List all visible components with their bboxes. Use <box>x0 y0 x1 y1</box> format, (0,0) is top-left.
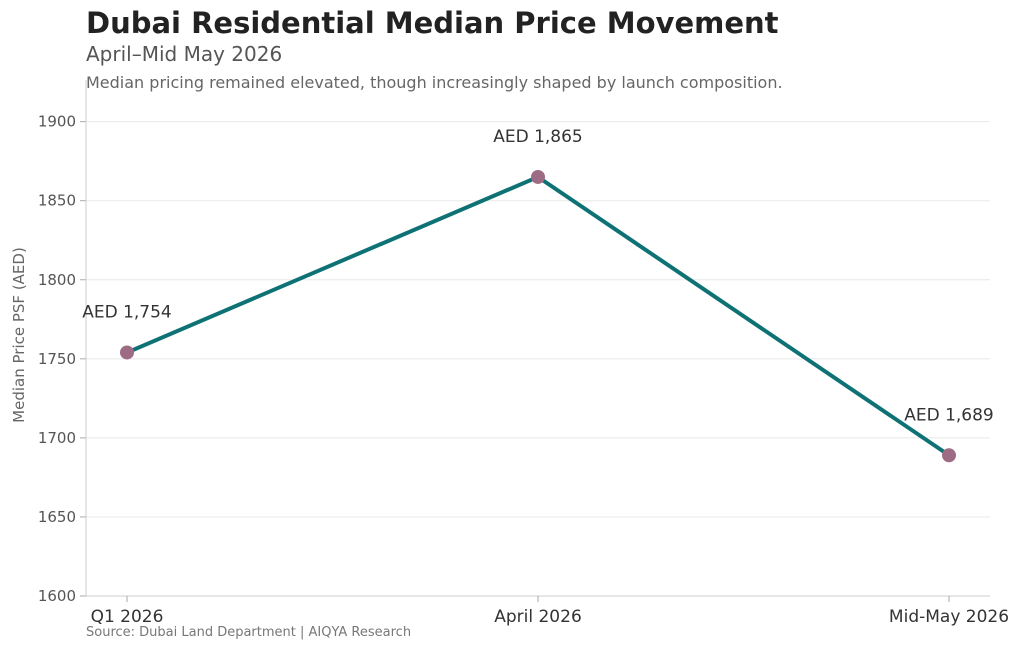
y-tick-label: 1800 <box>38 271 76 289</box>
y-tick-label: 1700 <box>38 429 76 447</box>
x-tick-label: April 2026 <box>494 607 582 627</box>
x-tick-label: Q1 2026 <box>91 607 164 627</box>
source-note: Source: Dubai Land Department | AIQYA Re… <box>86 625 412 640</box>
y-tick-label: 1850 <box>38 192 76 210</box>
y-tick-labels: 1600 1650 1700 1750 1800 1850 1900 <box>38 113 76 605</box>
y-tick-label: 1900 <box>38 113 76 131</box>
data-point <box>120 345 134 360</box>
y-tick-label: 1750 <box>38 350 76 368</box>
series-line <box>125 174 951 458</box>
y-axis-label: Median Price PSF (AED) <box>10 247 28 423</box>
chart-caption: Median pricing remained elevated, though… <box>86 73 783 92</box>
y-tick-label: 1650 <box>38 508 76 526</box>
y-tick-label: 1600 <box>38 587 76 605</box>
series-layer <box>120 169 956 463</box>
data-point <box>942 448 956 463</box>
chart-subtitle: April–Mid May 2026 <box>86 42 283 66</box>
data-label: AED 1,689 <box>904 405 994 425</box>
gridlines <box>86 121 990 518</box>
x-tick-labels: Q1 2026 April 2026 Mid-May 2026 <box>91 607 1010 627</box>
data-point <box>531 169 545 184</box>
chart-title: Dubai Residential Median Price Movement <box>86 6 779 40</box>
data-labels: AED 1,754 AED 1,865 AED 1,689 <box>82 127 994 425</box>
data-label: AED 1,865 <box>493 127 583 147</box>
data-label: AED 1,754 <box>82 302 172 322</box>
axes <box>80 80 990 602</box>
x-tick-label: Mid-May 2026 <box>889 607 1009 627</box>
